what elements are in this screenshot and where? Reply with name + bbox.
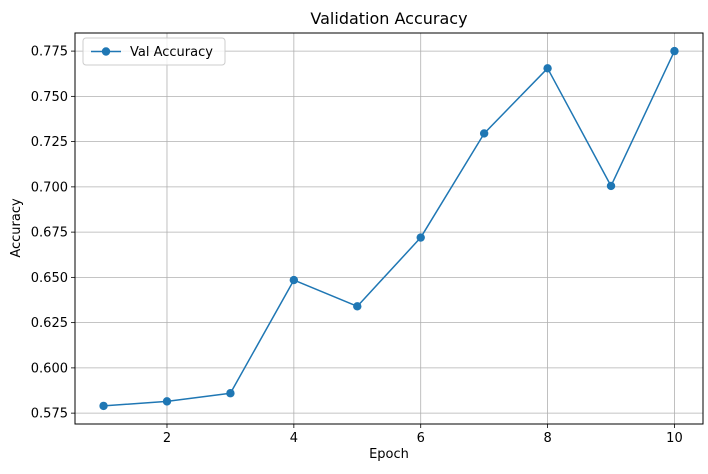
- y-tick-label: 0.700: [31, 180, 68, 195]
- data-point: [606, 181, 616, 191]
- x-tick-label: 8: [543, 431, 551, 446]
- series-layer: [99, 46, 679, 411]
- y-axis-label: Accuracy: [9, 198, 24, 258]
- legend-point-marker: [101, 47, 111, 56]
- grid-lines: [75, 33, 703, 424]
- x-tick-label: 6: [417, 431, 425, 446]
- y-tick-label: 0.625: [31, 316, 68, 331]
- legend: Val Accuracy: [82, 37, 226, 66]
- y-tick-label: 0.775: [31, 45, 68, 60]
- y-tick-label: 0.650: [31, 271, 68, 286]
- x-tick-label: 4: [290, 431, 298, 446]
- y-tick-label: 0.675: [31, 226, 68, 241]
- y-tick-label: 0.750: [31, 90, 68, 105]
- legend-box: [82, 37, 226, 66]
- y-tick-label: 0.600: [31, 361, 68, 376]
- data-point: [543, 64, 552, 73]
- x-tick-label: 10: [666, 431, 683, 446]
- chart-title: Validation Accuracy: [310, 9, 467, 28]
- plot-frame: [74, 32, 704, 425]
- data-point: [162, 397, 172, 406]
- data-point: [416, 233, 425, 242]
- y-tick-label: 0.725: [31, 135, 68, 150]
- legend-label: Val Accuracy: [130, 45, 213, 60]
- axis-ticks: 2 4 6 8 10 0.575 0.600 0.625 0.650 0.675 0.700 0.72…: [31, 45, 683, 446]
- data-point: [289, 275, 299, 285]
- series-line: [103, 50, 676, 407]
- x-axis-label: Epoch: [369, 447, 409, 462]
- data-point: [479, 129, 489, 138]
- data-point: [353, 302, 362, 311]
- data-point: [670, 46, 679, 56]
- x-tick-label: 2: [163, 431, 171, 446]
- y-tick-label: 0.575: [31, 407, 68, 422]
- data-point: [226, 389, 235, 398]
- data-point: [99, 401, 108, 411]
